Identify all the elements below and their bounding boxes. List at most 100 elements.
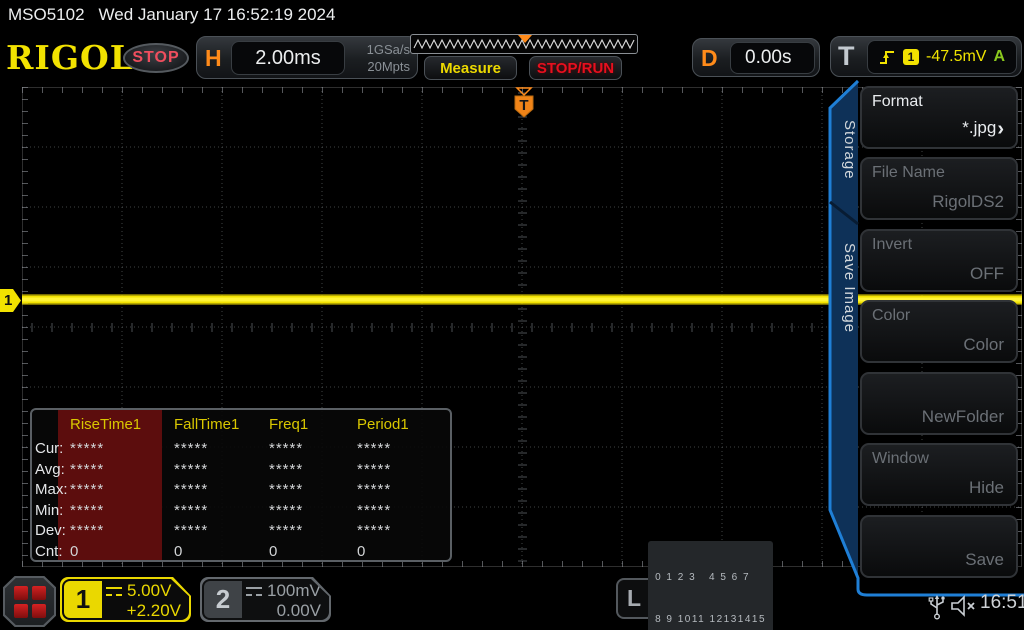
measure-value: 0 — [174, 542, 183, 560]
measure-value: ***** — [357, 460, 392, 478]
menu-item-save[interactable]: Save — [860, 515, 1018, 578]
measure-row-label: Min: — [35, 501, 64, 519]
delay-panel[interactable]: D 0.00s — [692, 38, 820, 77]
menu-item-label: Window — [872, 450, 929, 467]
measure-button[interactable]: Measure — [424, 56, 517, 80]
horizontal-panel[interactable]: H 2.00ms 1GSa/s 20Mpts — [196, 36, 418, 79]
trigger-info-box[interactable]: 1 -47.5mV A — [867, 40, 1017, 74]
measure-value: ***** — [70, 481, 105, 498]
trigger-source-badge: 1 — [903, 49, 919, 65]
menu-item-color[interactable]: Color Color — [860, 300, 1018, 363]
channel1-number: 1 — [64, 581, 102, 618]
menu-item-new-folder[interactable]: NewFolder — [860, 372, 1018, 435]
logic-row-0-7: 0 1 2 3 4 5 6 7 — [655, 571, 751, 583]
measure-value: ***** — [269, 522, 304, 539]
measure-value: ***** — [70, 460, 105, 478]
trigger-level-value: -47.5mV — [926, 48, 987, 65]
logic-channel-numbers: 0 1 2 3 4 5 6 7 8 9 1011 12131415 — [648, 540, 774, 630]
datetime-text: Wed January 17 16:52:19 2024 — [98, 5, 336, 24]
menu-item-label: File Name — [872, 164, 945, 181]
menu-item-label: Format — [872, 93, 923, 110]
channel2-number: 2 — [204, 581, 242, 618]
red-square-icon — [31, 585, 46, 600]
measure-value: ***** — [174, 522, 209, 539]
selected-measure-column-highlight — [58, 410, 162, 560]
measure-row-label: Dev: — [35, 522, 66, 539]
trigger-label: T — [838, 41, 855, 71]
trigger-position-marker[interactable]: T — [514, 87, 534, 118]
channel2-status-box[interactable]: 2 100mV 0.00V — [200, 577, 331, 622]
measure-value: 0 — [357, 542, 366, 560]
channel1-scale: 5.00V — [127, 581, 172, 600]
chevron-right-icon: › — [997, 118, 1004, 140]
menu-item-file-name[interactable]: File Name RigolDS2 — [860, 157, 1018, 220]
measurement-table: RiseTime1 FallTime1 Freq1 Period1 Cur: *… — [30, 408, 452, 562]
measure-col-header: FallTime1 — [174, 416, 240, 433]
logic-row-8-15: 8 9 1011 12131415 — [655, 613, 767, 625]
menu-item-format[interactable]: Format *.jpg› — [860, 86, 1018, 149]
measure-value: ***** — [269, 481, 304, 498]
sample-rate-memdepth: 1GSa/s 20Mpts — [367, 41, 410, 75]
delay-value[interactable]: 0.00s — [730, 42, 815, 74]
timebase-value[interactable]: 2.00ms — [231, 41, 345, 75]
menu-item-label: Color — [872, 307, 911, 324]
trigger-slope-icon — [880, 50, 894, 64]
measure-row-label: Cnt: — [35, 542, 63, 560]
title-bar: MSO5102 Wed January 17 16:52:19 2024 — [0, 0, 1024, 30]
trigger-panel[interactable]: T 1 -47.5mV A — [830, 36, 1022, 77]
measure-row-label: Max: — [35, 481, 68, 498]
menu-item-value: OFF — [970, 264, 1004, 283]
channel2-scale: 100mV — [267, 581, 321, 600]
red-square-icon — [31, 603, 46, 618]
menu-item-invert[interactable]: Invert OFF — [860, 229, 1018, 292]
menu-item-value: Hide — [969, 478, 1004, 497]
measure-value: ***** — [357, 522, 392, 539]
sample-rate: 1GSa/s — [366, 42, 410, 57]
measure-value: ***** — [174, 460, 209, 478]
speaker-muted-icon[interactable] — [950, 594, 978, 618]
stop-run-button[interactable]: STOP/RUN — [529, 56, 622, 80]
measure-col-header: Freq1 — [269, 416, 309, 433]
channel1-status-box[interactable]: 1 5.00V +2.20V — [60, 577, 191, 622]
logic-channels-box[interactable]: L 0 1 2 3 4 5 6 7 8 9 1011 12131415 — [616, 540, 774, 630]
delay-label: D — [701, 45, 718, 71]
horizontal-label: H — [205, 45, 222, 71]
menu-tab-storage[interactable]: Storage — [841, 120, 858, 180]
waveform-preview-strip[interactable] — [410, 34, 638, 54]
channel1-position-marker[interactable]: 1 — [0, 289, 21, 312]
measure-value: 0 — [70, 542, 79, 560]
logic-label: L — [627, 585, 642, 611]
trigger-marker-letter: T — [519, 97, 528, 114]
menu-item-value: Save — [965, 550, 1004, 569]
measure-row-label: Avg: — [35, 460, 65, 478]
status-clock: 16:51 — [980, 592, 1024, 613]
measure-value: ***** — [269, 501, 304, 519]
menu-item-value: *.jpg — [962, 118, 997, 137]
channel1-trace[interactable] — [22, 294, 1022, 305]
menu-tab-save-image[interactable]: Save Image — [841, 242, 858, 334]
measure-col-header: RiseTime1 — [70, 416, 142, 433]
measure-value: ***** — [70, 522, 105, 539]
measure-value: ***** — [269, 440, 304, 457]
channel-grid-button[interactable] — [3, 576, 56, 627]
rigol-logo: RIGOL — [6, 38, 134, 77]
menu-item-window[interactable]: Window Hide — [860, 443, 1018, 506]
measure-value: ***** — [357, 501, 392, 519]
center-horizontal-ticks — [22, 323, 1022, 332]
run-state-indicator[interactable]: STOP — [123, 43, 189, 73]
measure-value: ***** — [174, 440, 209, 457]
measure-row-label: Cur: — [35, 440, 64, 457]
measure-value: ***** — [269, 460, 304, 478]
usb-icon — [928, 595, 945, 620]
dc-coupling-icon — [106, 587, 122, 596]
menu-item-value: RigolDS2 — [932, 192, 1004, 211]
trigger-sweep-mode: A — [993, 48, 1006, 65]
dc-coupling-icon — [246, 587, 262, 596]
red-square-icon — [13, 603, 28, 618]
measure-value: ***** — [357, 481, 392, 498]
menu-item-value: Color — [963, 335, 1004, 354]
measure-value: ***** — [174, 501, 209, 519]
menu-item-value: NewFolder — [921, 407, 1004, 426]
measure-value: ***** — [70, 440, 105, 457]
